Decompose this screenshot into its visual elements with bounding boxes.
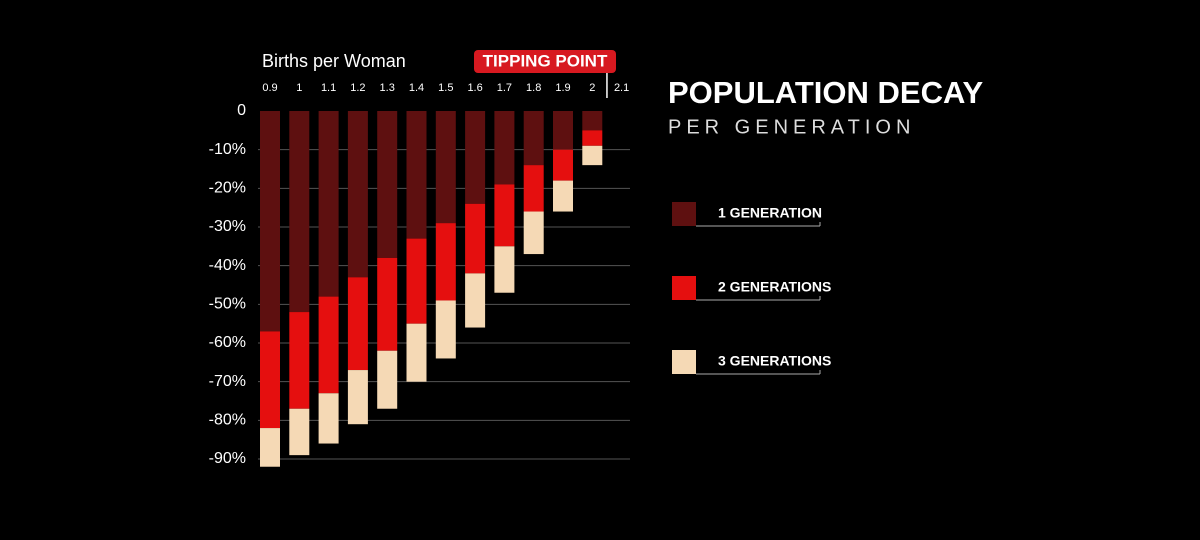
bar-segment [289,408,310,456]
x-tick-label: 1.2 [350,82,365,94]
x-tick-label: 1.6 [467,82,482,94]
annotation: TIPPING POINT [483,51,608,70]
bar-segment [523,165,544,212]
bar-segment [260,428,280,467]
bar-segment [435,111,456,224]
y-tick-label: -10% [209,141,246,158]
bar-segment [582,130,603,146]
x-tick-label: 1.7 [497,82,512,94]
x-tick-label: 1.8 [526,82,541,94]
x-tick-label: 2.1 [614,82,629,94]
bar-segment [260,111,280,332]
bar-segment [494,184,515,247]
bar-segment [465,203,486,274]
legend-swatch [672,202,696,226]
bar-segment [553,180,573,212]
bar-segment [318,111,339,297]
x-tick-label: 1.4 [409,82,424,94]
bar-segment [523,211,544,255]
x-tick-label: 2 [589,82,595,94]
y-tick-label: -40% [209,257,246,274]
bar-segment [406,323,427,382]
bar-segment [582,145,603,166]
y-tick-label: -80% [209,412,246,429]
bar-segment [553,149,573,181]
bar-segment [494,111,515,185]
bar-segment [435,300,456,359]
bar-segment [260,331,280,429]
bar-segment [435,223,456,301]
bar-segment [465,273,486,328]
bar-segment [523,111,544,166]
bar-segment [289,312,310,409]
annotation-box [474,50,616,73]
y-tick-label: -70% [209,373,246,390]
legend-swatch [672,350,696,374]
y-tick-label: -50% [209,296,246,313]
x-tick-label: 1.5 [438,82,453,94]
bar-segment [553,111,573,150]
bar-segment [347,370,368,425]
bar-segment [406,111,427,239]
y-tick-label: -90% [209,450,246,467]
x-tick-label: 1 [296,82,302,94]
y-tick-label: -20% [209,180,246,197]
bar-segment [347,111,368,278]
y-tick-label: -60% [209,334,246,351]
legend-label: 3 GENERATIONS [718,353,831,369]
bar-segment [494,246,515,293]
bar-segment [406,238,427,324]
bar-segment [582,111,603,131]
bar-segment [465,111,486,204]
chart-title: POPULATION DECAY [668,75,984,110]
bar-segment [318,296,339,394]
bar-segment [377,257,398,351]
x-tick-label: 0.9 [262,82,277,94]
bar-segment [377,111,398,258]
bar-segment [289,111,310,313]
bar-segment [347,277,368,371]
bar-segment [377,350,398,409]
x-tick-label: 1.9 [555,82,570,94]
chart-subtitle: PER GENERATION [668,116,915,138]
x-axis-label: Births per Woman [262,51,406,71]
legend-label: 2 GENERATIONS [718,279,831,295]
y-tick-label: 0 [237,102,246,119]
legend-swatch [672,276,696,300]
x-tick-label: 1.3 [380,82,395,94]
x-tick-label: 1.1 [321,82,336,94]
legend-label: 1 GENERATION [718,205,822,221]
y-tick-label: -30% [209,218,246,235]
bar-segment [318,393,339,444]
